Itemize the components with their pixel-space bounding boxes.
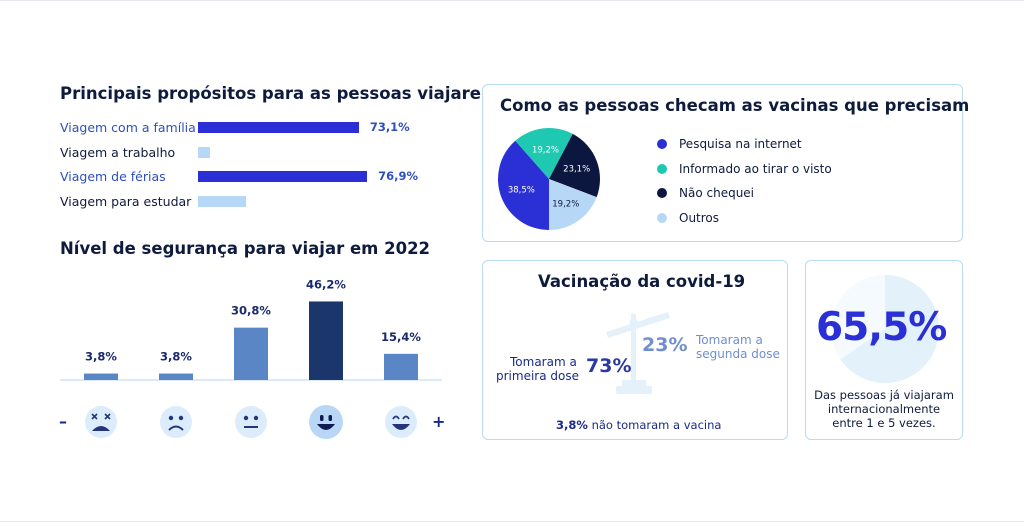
safety-bar (159, 373, 193, 380)
smile-face-icon (309, 405, 343, 439)
safety-minus: – (59, 412, 67, 431)
purpose-label: Viagem a trabalho (60, 144, 176, 160)
safety-chart: 3,8% 3,8% 30,8% 46,2% 15,4% (60, 277, 442, 439)
safety-bar (84, 373, 118, 380)
legend-swatch (657, 212, 667, 223)
international-value: 65,5% (816, 305, 947, 350)
legend-swatch (657, 188, 667, 198)
grin-face-icon (385, 406, 417, 438)
no-vaccine-pct: 3,8% (556, 418, 588, 432)
bottom-divider (0, 521, 1024, 522)
international-line-3: entre 1 e 5 vezes. (832, 416, 936, 430)
purposes-title: Principais propósitos para as pessoas vi… (60, 84, 499, 103)
pie-value-label: 38,5% (508, 185, 535, 195)
safety-bar (234, 327, 268, 380)
pie-slice (549, 133, 600, 198)
legend-label: Não chequei (679, 186, 755, 200)
purpose-bar (198, 122, 359, 133)
safety-value-label: 46,2% (306, 277, 346, 291)
purpose-bar (198, 195, 247, 207)
legend-swatch (657, 139, 667, 149)
safety-value-label: 15,4% (381, 330, 421, 344)
purpose-label: Viagem para estudar (60, 193, 192, 209)
safety-value-label: 3,8% (160, 350, 192, 364)
purpose-bar (198, 146, 211, 158)
safety-bar (309, 301, 343, 380)
purpose-bar (198, 171, 368, 182)
scale-icon (606, 312, 670, 394)
no-vaccine-label: não tomaram a vacina (591, 418, 722, 432)
legend-label: Pesquisa na internet (679, 137, 802, 151)
legend-label: Informado ao tirar o visto (679, 161, 832, 176)
no-vaccine-text: 3,8% não tomaram a vacina (556, 418, 721, 432)
second-dose-label-1: Tomaram a (696, 333, 763, 347)
second-dose-label-2: segunda dose (696, 347, 780, 361)
first-dose-pct: 73% (586, 355, 632, 377)
dizzy-face-icon (85, 406, 117, 438)
legend-swatch (657, 163, 667, 174)
legend-label: Outros (679, 210, 720, 225)
top-divider (0, 0, 1024, 1)
purpose-value-label: 73,1% (369, 120, 410, 134)
purpose-label: Viagem de férias (60, 169, 166, 184)
pie-slice (498, 140, 549, 230)
covid-title: Vacinação da covid-19 (538, 272, 746, 291)
pie-value-label: 19,2% (552, 199, 579, 209)
pie-slice (515, 128, 573, 179)
international-pie-slice (840, 275, 939, 383)
first-dose-label-2: primeira dose (496, 369, 579, 383)
safety-plus: + (432, 412, 446, 431)
international-line-1: Das pessoas já viajaram (814, 388, 954, 402)
safety-bar (384, 353, 418, 380)
safety-value-label: 30,8% (231, 304, 271, 318)
safety-value-label: 3,8% (85, 350, 117, 364)
vaccine-check-title: Como as pessoas checam as vacinas que pr… (500, 96, 970, 115)
purpose-label: Viagem com a família (60, 120, 196, 135)
pie-value-label: 23,1% (563, 165, 590, 175)
purpose-value-label: 76,9% (378, 169, 419, 183)
international-line-2: internacionalmente (827, 402, 941, 416)
vaccine-pie-chart: 38,5% 19,2% 23,1% 19,2% (498, 128, 600, 230)
neutral-face-icon (235, 406, 267, 438)
covid-card (482, 260, 788, 440)
pie-value-label: 19,2% (532, 146, 559, 156)
sad-face-icon (160, 406, 192, 438)
pie-slice (549, 179, 597, 230)
first-dose-label-1: Tomaram a (510, 355, 577, 369)
second-dose-pct: 23% (642, 334, 688, 356)
safety-title: Nível de segurança para viajar em 2022 (60, 239, 431, 258)
international-pie (831, 275, 939, 383)
